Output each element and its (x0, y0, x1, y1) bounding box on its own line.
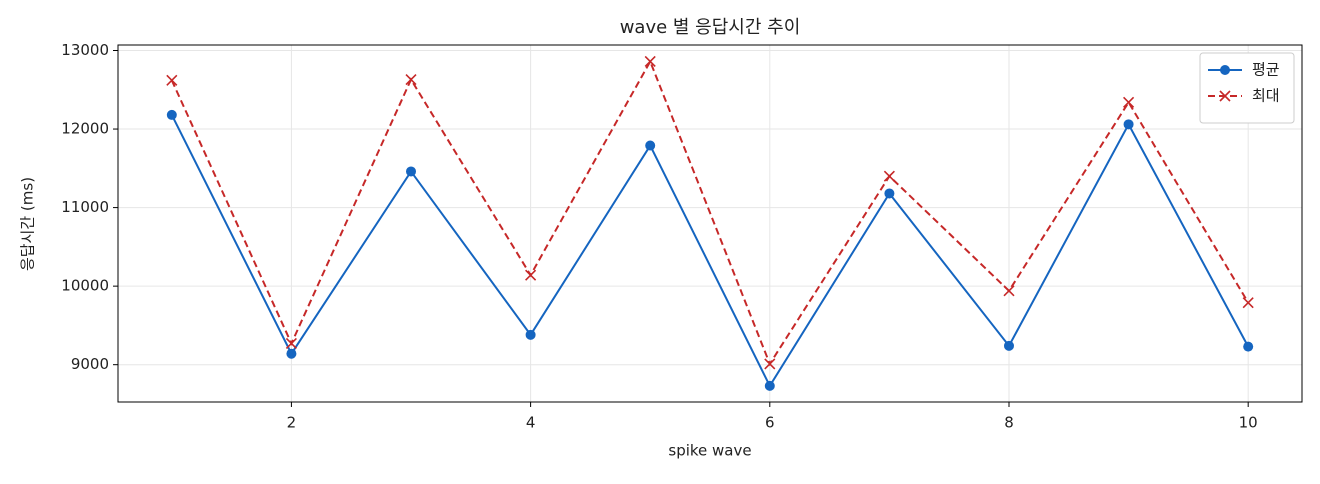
marker (1243, 341, 1254, 352)
x-tick-label: 2 (287, 414, 297, 432)
legend-marker (1219, 90, 1231, 102)
x-tick-label: 6 (765, 414, 775, 432)
y-axis-label: 응답시간 (ms) (19, 177, 37, 271)
x-tick-label: 10 (1239, 414, 1258, 432)
marker (1123, 96, 1135, 108)
marker (764, 380, 775, 391)
y-tick-label: 12000 (61, 120, 109, 138)
series-line (170, 114, 1250, 388)
x-tick-label: 4 (526, 414, 536, 432)
marker (166, 109, 177, 120)
marker (1003, 340, 1014, 351)
plot-frame (117, 44, 1303, 403)
marker (1003, 285, 1015, 297)
x-axis-label: spike wave (668, 442, 751, 460)
marker (764, 358, 776, 370)
marker (285, 337, 297, 350)
marker (525, 269, 537, 281)
marker (645, 140, 656, 151)
marker (525, 329, 536, 340)
legend-marker (1220, 65, 1230, 75)
marker (884, 188, 895, 199)
y-tick-label: 9000 (71, 355, 109, 373)
chart-title: wave 별 응답시간 추이 (620, 17, 801, 38)
y-tick-label: 10000 (61, 277, 109, 295)
marker (1123, 119, 1134, 130)
legend-label: 평균 (1252, 61, 1280, 79)
marker (166, 74, 178, 86)
marker (644, 55, 656, 68)
legend-box (1199, 52, 1295, 124)
marker (406, 166, 417, 177)
marker (883, 170, 895, 182)
legend-label: 최대 (1252, 87, 1280, 105)
marker (405, 73, 417, 86)
y-tick-label: 11000 (61, 198, 109, 216)
y-tick-label: 13000 (61, 41, 109, 59)
marker (286, 348, 297, 359)
marker (1242, 297, 1254, 309)
series-line (170, 59, 1250, 367)
x-tick-label: 8 (1004, 414, 1014, 432)
